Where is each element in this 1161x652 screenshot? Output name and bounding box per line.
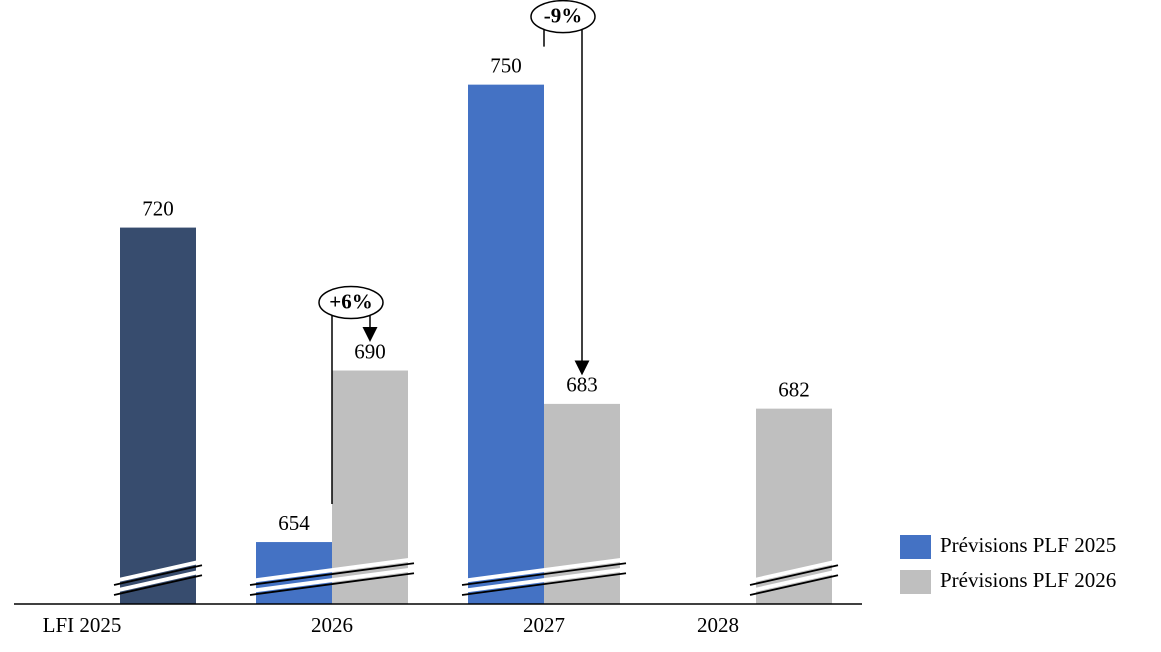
legend-swatch [900, 535, 931, 559]
x-tick-label: 2026 [311, 613, 353, 637]
change-badge [318, 285, 384, 320]
value-label: 682 [778, 377, 810, 401]
axis-break [249, 562, 415, 586]
change-label: -9% [544, 3, 583, 27]
axis-break [250, 567, 414, 593]
axis-break [114, 559, 202, 583]
axis-break [250, 557, 414, 583]
axis-break [750, 569, 838, 593]
value-label: 720 [142, 196, 174, 220]
x-tick-label: LFI 2025 [43, 613, 122, 637]
legend-swatch [900, 570, 931, 594]
x-tick-label: 2028 [697, 613, 739, 637]
value-label: 683 [566, 373, 598, 397]
axis-break [113, 564, 203, 586]
change-label: +6% [329, 289, 372, 313]
axis-break [461, 572, 627, 596]
axis-break [750, 559, 838, 583]
bar [120, 227, 196, 604]
bar [468, 84, 544, 605]
axis-break [113, 574, 203, 596]
axis-break [749, 564, 839, 586]
legend-label: Prévisions PLF 2025 [940, 533, 1116, 557]
axis-break [749, 574, 839, 596]
axis-break [114, 569, 202, 593]
axis-break [461, 562, 627, 586]
change-badge [530, 0, 596, 34]
value-label: 654 [278, 511, 310, 535]
value-label: 750 [490, 53, 522, 77]
value-label: 690 [354, 339, 386, 363]
axis-break [462, 567, 626, 593]
axis-break [462, 557, 626, 583]
change-arrow [543, 15, 590, 376]
axis-break [249, 572, 415, 596]
x-tick-label: 2027 [523, 613, 565, 637]
legend-label: Prévisions PLF 2026 [940, 568, 1116, 592]
